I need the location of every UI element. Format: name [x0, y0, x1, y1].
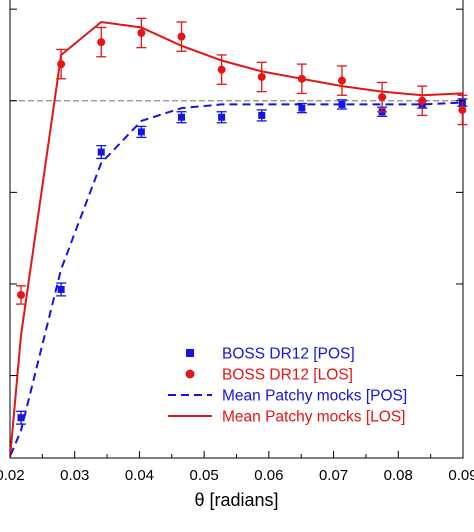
data-point-pos: [136, 125, 147, 139]
circle-marker: [257, 72, 266, 81]
square-marker: [258, 111, 266, 119]
series-points-layer: [16, 17, 468, 425]
circle-marker: [337, 76, 346, 85]
legend-label: BOSS DR12 [POS]: [222, 346, 355, 363]
square-marker: [57, 285, 65, 293]
legend: BOSS DR12 [POS] BOSS DR12 [LOS] Mean Patch…: [168, 346, 407, 426]
data-point-los: [296, 63, 307, 95]
square-marker: [137, 128, 145, 136]
square-marker: [218, 113, 226, 121]
circle-marker: [97, 38, 106, 47]
data-point-los: [256, 61, 267, 93]
x-tick-label: 0.05: [190, 467, 219, 484]
x-tick-label: 0.02: [0, 467, 25, 484]
data-point-pos: [256, 109, 267, 122]
square-marker: [177, 113, 185, 121]
data-point-pos: [56, 282, 67, 297]
circle-marker: [217, 65, 226, 74]
legend-label: Mean Patchy mocks [POS]: [222, 388, 407, 405]
data-point-pos: [96, 144, 107, 160]
data-point-pos: [176, 111, 187, 124]
data-point-pos: [16, 410, 27, 425]
circle-marker: [378, 93, 387, 102]
circle-marker: [297, 74, 306, 83]
data-point-los: [336, 65, 347, 96]
x-tick-label: 0.06: [254, 467, 283, 484]
data-point-pos: [296, 102, 307, 114]
legend-circle-icon: [185, 369, 195, 379]
legend-label: Mean Patchy mocks [LOS]: [222, 409, 406, 426]
legend-item-3: Mean Patchy mocks [POS]: [168, 388, 407, 405]
data-point-los: [16, 285, 27, 305]
series-line-pos-mocks: [10, 101, 463, 458]
square-marker: [17, 414, 25, 422]
circle-marker: [57, 60, 66, 69]
circle-marker: [458, 105, 467, 114]
legend-item-4: Mean Patchy mocks [LOS]: [168, 409, 406, 426]
legend-item-2: BOSS DR12 [LOS]: [185, 367, 353, 384]
data-point-los: [457, 94, 468, 126]
legend-square-icon: [186, 349, 194, 357]
x-tick-label: 0.07: [319, 467, 348, 484]
circle-marker: [418, 96, 427, 105]
legend-item-1: BOSS DR12 [POS]: [186, 346, 355, 363]
square-marker: [97, 148, 105, 156]
x-tick-label: 0.04: [125, 467, 154, 484]
x-tick-label: 0.09: [448, 467, 474, 484]
data-point-los: [377, 81, 388, 113]
square-marker: [338, 100, 346, 108]
x-tick-label: 0.08: [384, 467, 413, 484]
circle-marker: [177, 32, 186, 41]
x-tick-label: 0.03: [60, 467, 89, 484]
data-point-los: [56, 48, 67, 80]
legend-label: BOSS DR12 [LOS]: [222, 367, 353, 384]
circle-marker: [137, 28, 146, 37]
data-point-los: [216, 54, 227, 85]
data-point-los: [417, 85, 428, 117]
x-axis-title: θ [radians]: [194, 490, 278, 510]
data-point-pos: [216, 111, 227, 124]
axis-ticks-layer: 0.02 0.03 0.04 0.05 0.06 0.07 0.08 0.09: [0, 8, 474, 484]
circle-marker: [17, 290, 26, 299]
data-point-pos: [336, 99, 347, 110]
data-point-los: [96, 26, 107, 58]
data-point-los: [136, 17, 147, 49]
square-marker: [298, 104, 306, 112]
data-point-los: [176, 21, 187, 52]
